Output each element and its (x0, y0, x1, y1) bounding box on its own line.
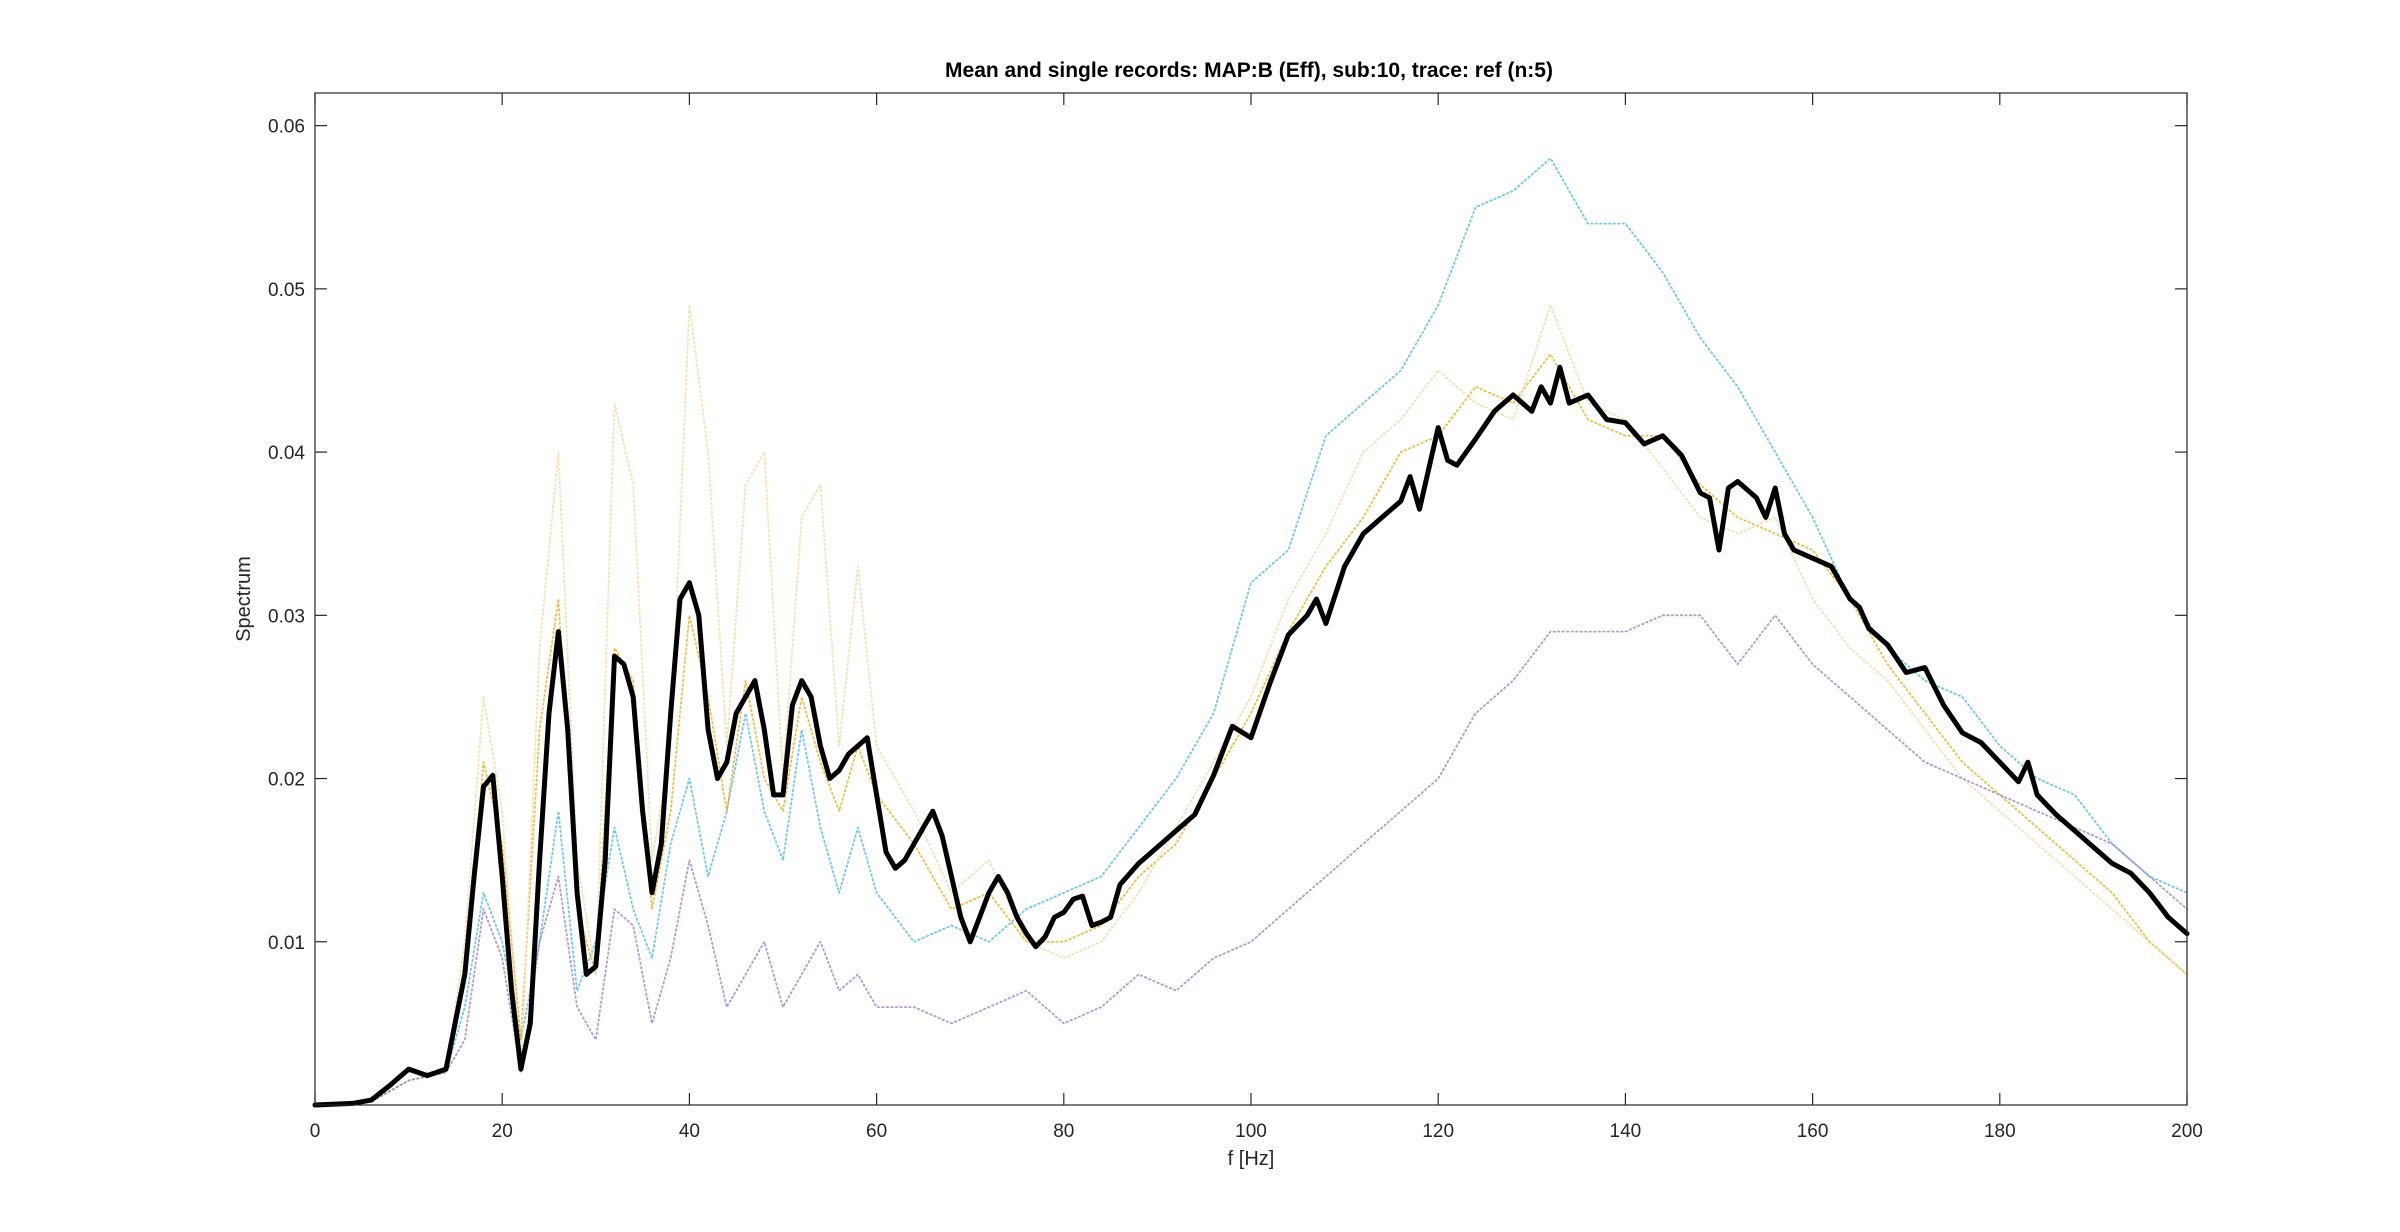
x-tick-label: 40 (679, 1121, 700, 1142)
series-layer (312, 157, 2190, 1108)
single-record-line-1 (314, 157, 2188, 1106)
mean-series-line (312, 364, 2190, 1108)
x-tick-label: 100 (1235, 1121, 1267, 1142)
y-tick-label: 0.06 (268, 117, 305, 138)
y-tick-label: 0.01 (268, 933, 305, 954)
y-axis-label: Spectrum (233, 556, 255, 642)
plot-area (315, 93, 2187, 1105)
x-tick-label: 0 (310, 1121, 321, 1142)
y-tick-label: 0.03 (268, 606, 305, 627)
chart-title: Mean and single records: MAP:B (Eff), su… (945, 59, 1553, 82)
x-tick-label: 200 (2171, 1121, 2203, 1142)
x-tick-label: 160 (1797, 1121, 1829, 1142)
y-tick-label: 0.04 (268, 443, 305, 464)
x-tick-label: 180 (1984, 1121, 2016, 1142)
x-axis-label: f [Hz] (1228, 1148, 1275, 1170)
y-tick-label: 0.02 (268, 770, 305, 791)
x-tick-label: 60 (866, 1121, 887, 1142)
x-tick-label: 20 (492, 1121, 513, 1142)
x-tick-label: 120 (1422, 1121, 1454, 1142)
single-record-line-3 (314, 304, 2188, 1106)
x-tick-label: 80 (1053, 1121, 1074, 1142)
x-tick-label: 140 (1610, 1121, 1642, 1142)
y-tick-label: 0.05 (268, 280, 305, 301)
single-record-line-4 (314, 614, 2188, 1106)
tick-layer: 0 20 40 60 80 100 120 140 160 180 200 0.01 0.02 0.03 0… (268, 93, 2203, 1142)
